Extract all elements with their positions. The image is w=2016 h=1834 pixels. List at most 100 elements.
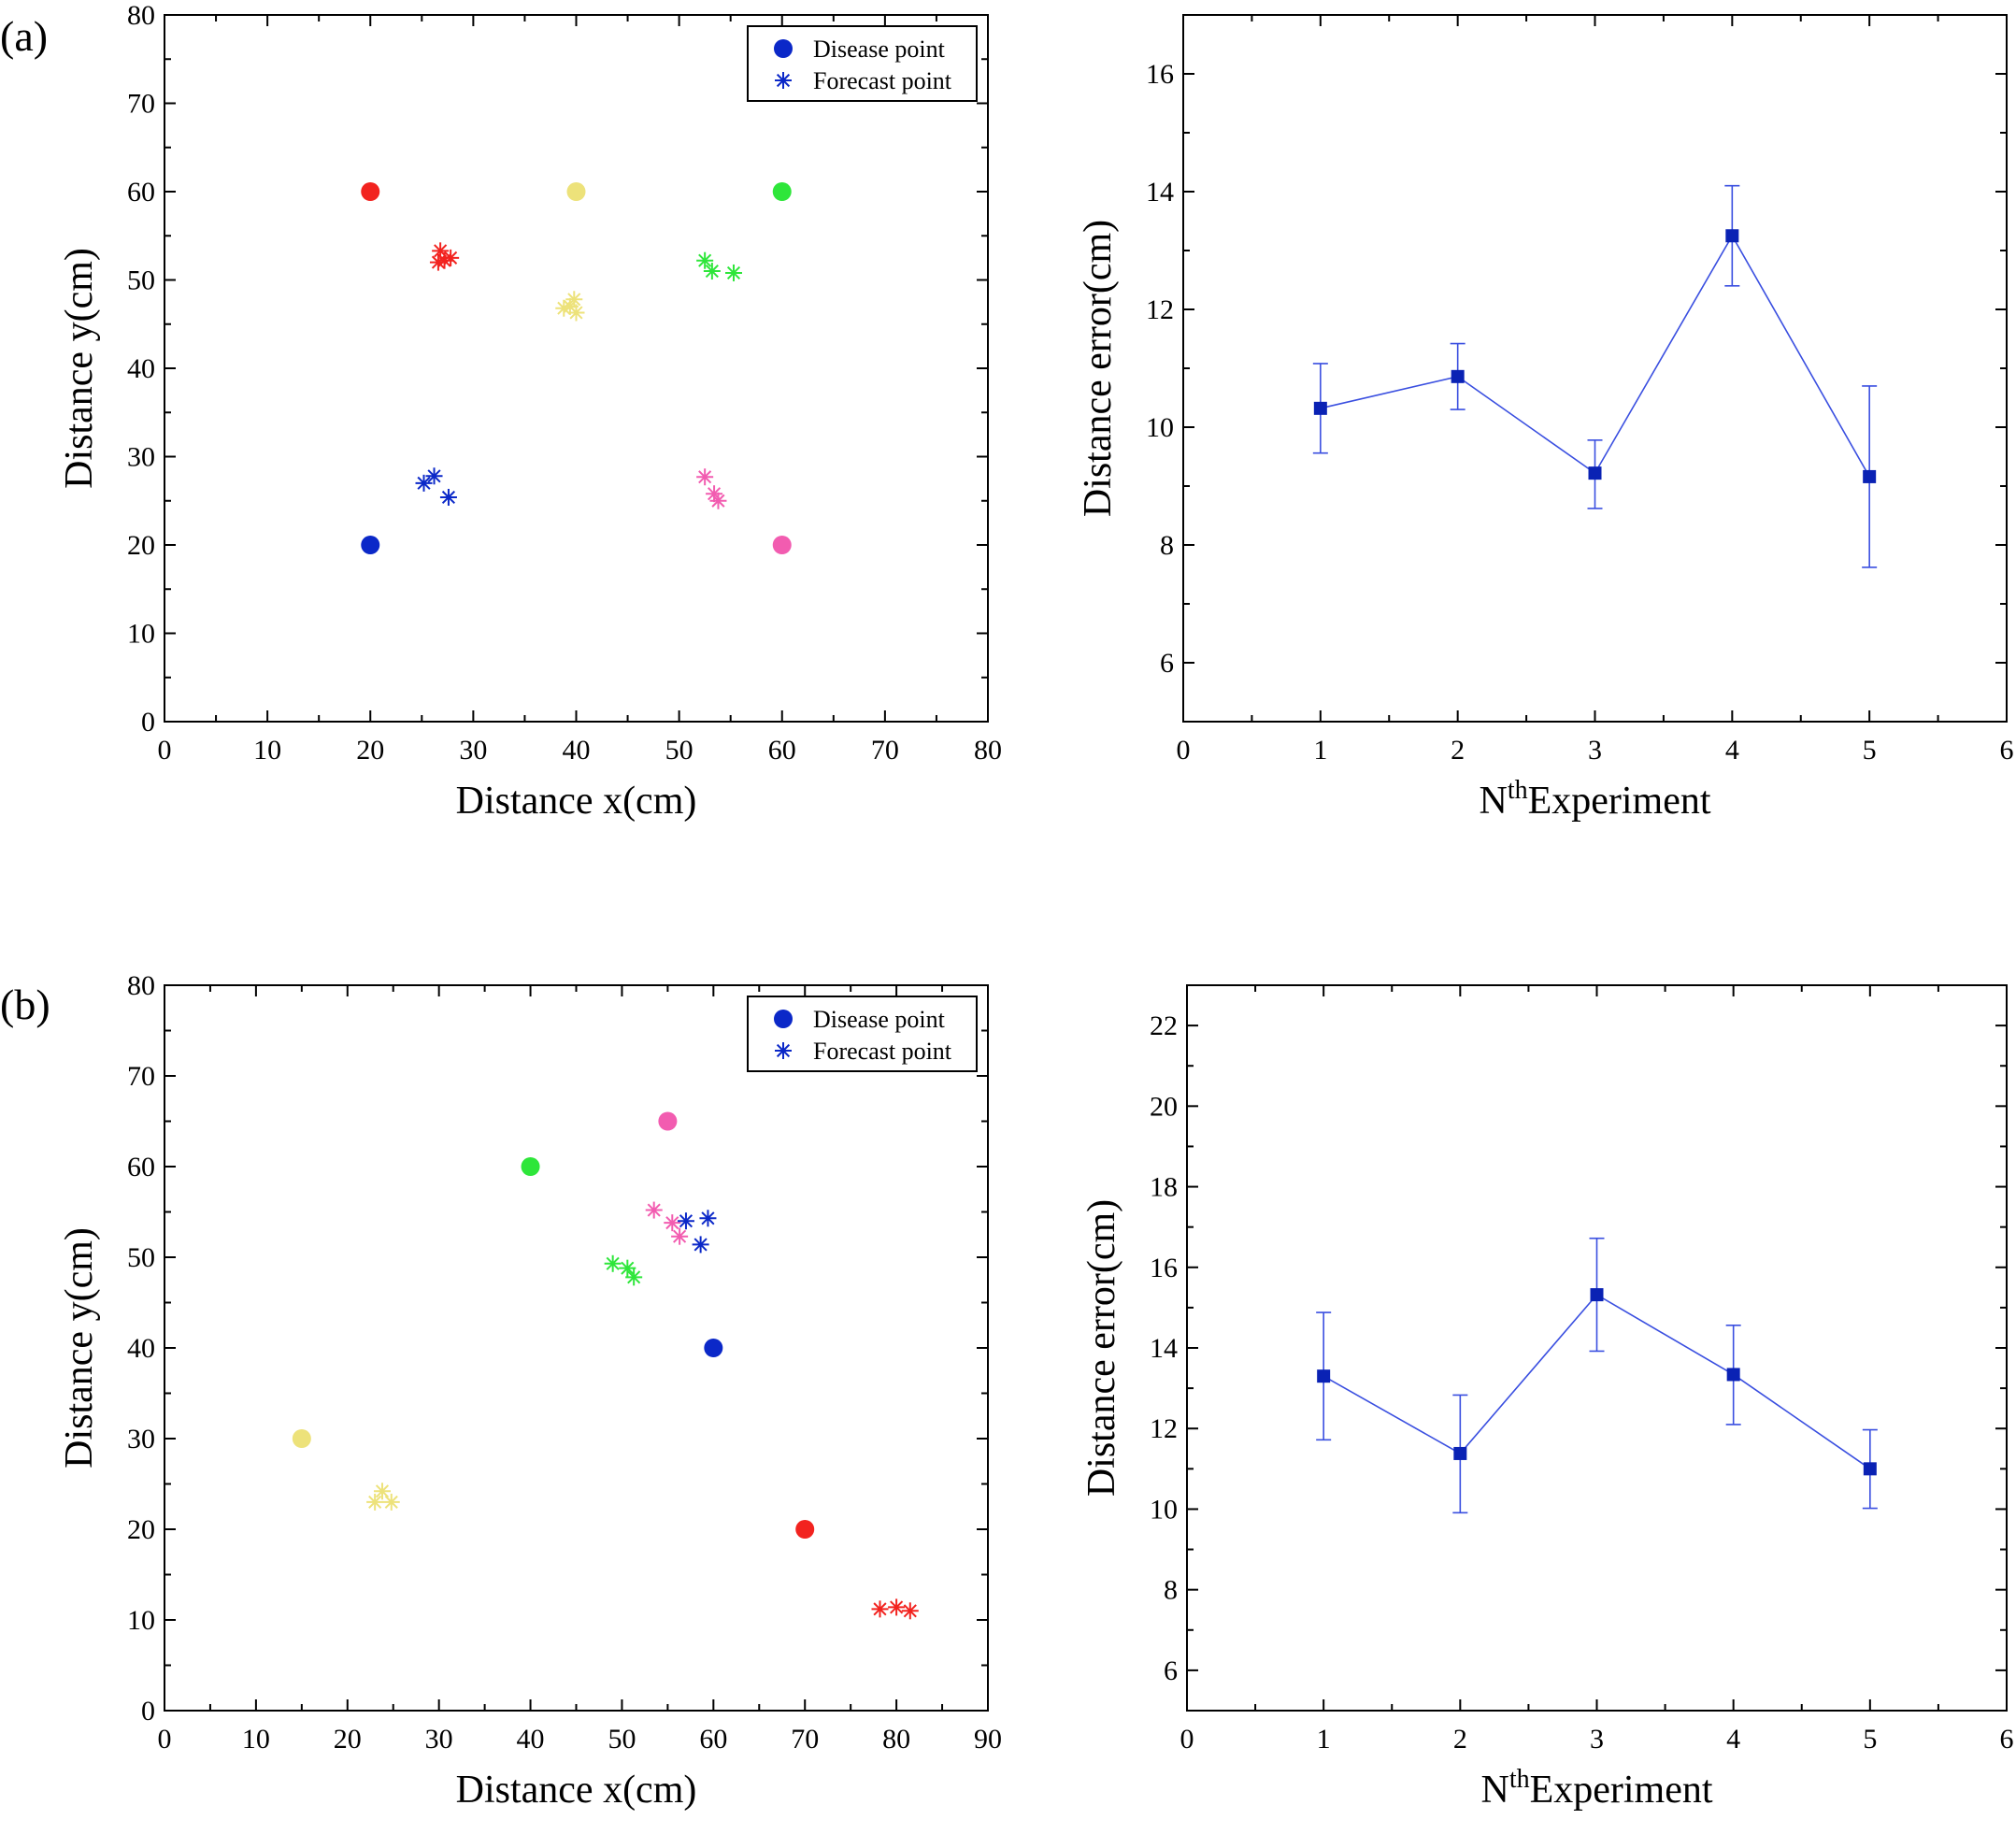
b-scatter-forecast-point-yellow <box>366 1493 384 1511</box>
b-scatter-disease-point-green <box>521 1157 540 1176</box>
b-scatter-x-tick-label: 50 <box>608 1724 636 1755</box>
b-scatter-forecast-point-blue <box>677 1212 694 1230</box>
panel-label-a: (a) <box>0 12 49 60</box>
b-scatter-forecast-point-green <box>625 1268 643 1286</box>
b-error-y-tick-label: 22 <box>1150 1010 1178 1041</box>
b-scatter-forecast-point-yellow <box>373 1483 391 1500</box>
b-error-x-tick-label: 6 <box>2000 1724 2014 1755</box>
b-error-data-point <box>1453 1446 1467 1460</box>
a-scatter-forecast-point-red <box>429 253 447 271</box>
a-error-data-point <box>1451 369 1465 383</box>
a-scatter-y-tick-label: 0 <box>141 707 155 738</box>
a-scatter-plot-frame <box>164 14 989 723</box>
a-scatter-legend: Disease point Forecast point <box>747 25 978 102</box>
b-scatter-y-tick-label: 50 <box>127 1242 155 1273</box>
b-scatter-disease-point-pink <box>658 1111 678 1131</box>
a-error-data-point <box>1725 229 1739 243</box>
b-error-y-tick-label: 10 <box>1150 1494 1178 1525</box>
b-scatter-chart: 0 10 20 30 40 50 60 70 80 90 0 10 20 30 40 50 60 70 80 Dist… <box>58 970 1002 1812</box>
b-scatter-forecast-point-green <box>604 1254 622 1272</box>
a-scatter-disease-point-pink <box>772 536 792 554</box>
a-error-data-point <box>1588 466 1602 480</box>
b-scatter-forecast-point-pink <box>645 1201 663 1219</box>
b-error-data-point <box>1590 1288 1604 1302</box>
a-scatter-x-tick-label: 50 <box>665 735 693 766</box>
a-scatter-y-axis-label: Distance y(cm) <box>58 248 101 489</box>
b-scatter-forecast-point-blue <box>692 1236 709 1254</box>
b-error-y-tick-label: 20 <box>1150 1091 1178 1122</box>
b-scatter-x-axis-label: Distance x(cm) <box>456 1769 697 1812</box>
a-scatter-y-tick-label: 80 <box>127 0 155 31</box>
a-scatter-forecast-point-green <box>703 263 721 280</box>
a-scatter-forecast-point-green <box>724 264 742 281</box>
b-error-x-tick-label: 0 <box>1180 1724 1194 1755</box>
a-error-x-tick-label: 0 <box>1177 735 1191 766</box>
b-scatter-disease-point-red <box>795 1520 815 1539</box>
b-scatter-forecast-point-green <box>619 1259 636 1277</box>
a-error-y-axis-label: Distance error(cm) <box>1077 220 1120 517</box>
b-scatter-x-tick-label: 10 <box>242 1724 270 1755</box>
a-scatter-y-tick-label: 40 <box>127 353 155 384</box>
b-scatter-disease-point-blue <box>704 1339 723 1357</box>
a-scatter-forecast-point-blue <box>439 488 457 506</box>
b-scatter-x-tick-label: 30 <box>425 1724 453 1755</box>
a-error-y-tick-label: 16 <box>1146 59 1174 90</box>
b-scatter-forecast-point-red <box>901 1602 919 1620</box>
a-scatter-x-tick-label: 80 <box>974 735 1002 766</box>
b-scatter-forecast-point-red <box>871 1600 889 1618</box>
b-scatter-x-tick-label: 40 <box>517 1724 545 1755</box>
b-scatter-y-axis-label: Distance y(cm) <box>58 1227 101 1469</box>
b-error-y-tick-label: 14 <box>1150 1333 1178 1364</box>
a-scatter-x-tick-label: 10 <box>253 735 281 766</box>
a-scatter-x-axis-label: Distance x(cm) <box>456 780 697 823</box>
b-scatter-y-tick-label: 20 <box>127 1514 155 1545</box>
a-scatter-x-tick-label: 40 <box>563 735 591 766</box>
b-scatter-y-tick-label: 10 <box>127 1605 155 1636</box>
a-error-x-axis-label: NthExperiment <box>1479 776 1710 823</box>
b-error-y-tick-label: 8 <box>1164 1575 1178 1606</box>
b-error-x-tick-label: 5 <box>1863 1724 1877 1755</box>
b-scatter-x-tick-label: 80 <box>882 1724 910 1755</box>
a-scatter-forecast-point-pink <box>696 468 714 486</box>
a-scatter-x-tick-label: 30 <box>459 735 487 766</box>
b-error-data-point <box>1726 1368 1740 1382</box>
a-error-data-point <box>1863 469 1877 483</box>
b-error-y-tick-label: 6 <box>1164 1655 1178 1686</box>
a-error-data-point <box>1313 401 1327 415</box>
a-scatter-disease-point-red <box>361 182 380 201</box>
b-scatter-forecast-point-pink <box>664 1214 681 1232</box>
b-error-data-point <box>1863 1462 1877 1476</box>
a-scatter-forecast-point-green <box>696 251 714 269</box>
b-error-y-tick-label: 16 <box>1150 1253 1178 1283</box>
a-error-y-tick-label: 12 <box>1146 294 1174 325</box>
a-scatter-y-tick-label: 60 <box>127 177 155 208</box>
b-scatter-y-tick-label: 60 <box>127 1152 155 1182</box>
a-scatter-disease-point-blue <box>361 536 380 554</box>
b-error-x-tick-label: 3 <box>1590 1724 1604 1755</box>
b-error-x-axis-label: NthExperiment <box>1480 1765 1712 1812</box>
a-error-x-tick-label: 6 <box>2000 735 2014 766</box>
a-scatter-x-tick-label: 0 <box>158 735 172 766</box>
a-error-x-tick-label: 4 <box>1725 735 1739 766</box>
a-scatter-legend-frame <box>747 25 978 102</box>
a-error-y-tick-label: 8 <box>1160 530 1174 561</box>
b-scatter-x-tick-label: 60 <box>699 1724 727 1755</box>
b-scatter-forecast-point-blue <box>699 1210 717 1227</box>
b-scatter-legend: Disease point Forecast point <box>747 996 978 1072</box>
a-scatter-forecast-point-blue <box>425 467 443 485</box>
a-scatter-x-tick-label: 70 <box>871 735 899 766</box>
a-scatter-forecast-point-yellow <box>561 297 579 315</box>
b-error-x-tick-label: 1 <box>1317 1724 1331 1755</box>
b-scatter-y-tick-label: 40 <box>127 1333 155 1364</box>
a-error-y-tick-label: 6 <box>1160 648 1174 679</box>
b-error-x-tick-label: 2 <box>1453 1724 1467 1755</box>
b-scatter-forecast-point-red <box>888 1598 906 1616</box>
a-scatter-disease-point-green <box>772 182 792 201</box>
a-error-x-tick-label: 5 <box>1863 735 1877 766</box>
b-scatter-x-tick-label: 70 <box>791 1724 819 1755</box>
b-scatter-legend-disease-marker <box>774 1010 793 1028</box>
a-scatter-chart: 0 10 20 30 40 50 60 70 80 0 10 20 30 40 50 60 70 80 Distan… <box>58 0 1002 823</box>
a-scatter-legend-forecast-marker <box>775 72 792 89</box>
